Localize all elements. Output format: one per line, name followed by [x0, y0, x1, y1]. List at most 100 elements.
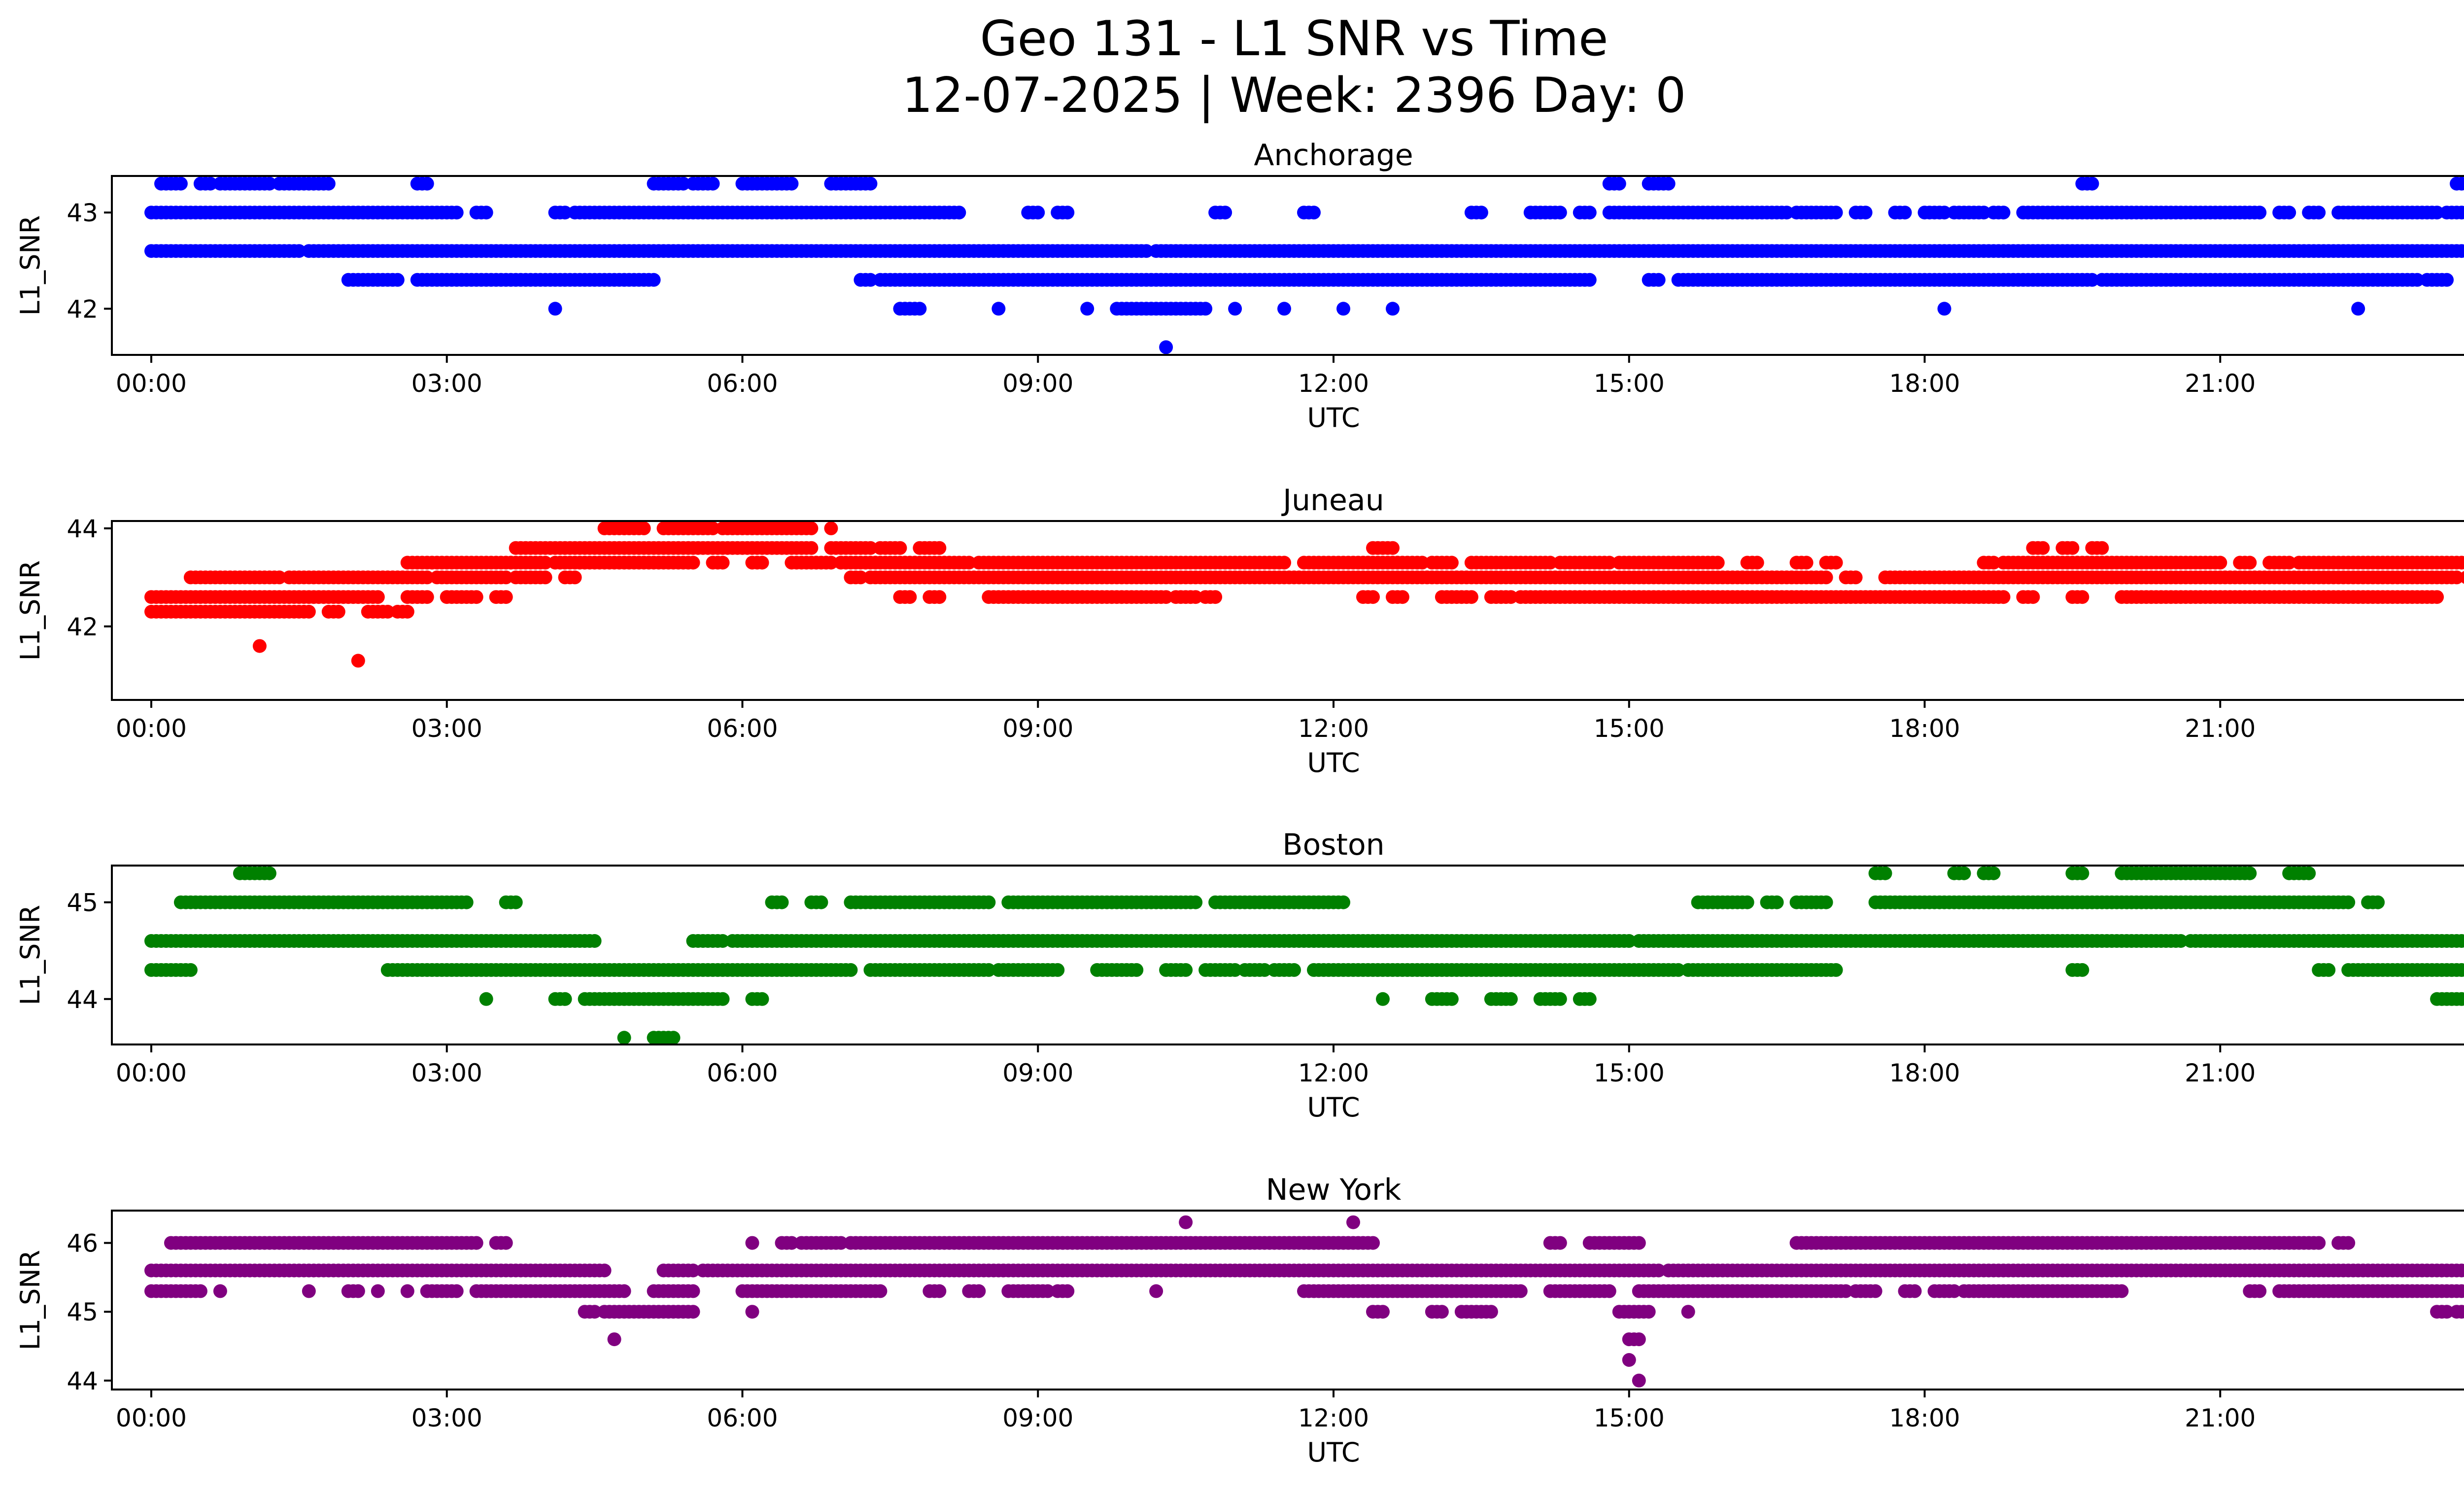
data-point	[1366, 590, 1380, 604]
data-point	[400, 1284, 414, 1298]
data-point	[351, 654, 365, 668]
data-point	[2460, 177, 2464, 190]
data-point	[2302, 866, 2316, 880]
x-tick-label: 03:00	[411, 714, 482, 743]
x-tick-label: 15:00	[1594, 369, 1665, 398]
x-tick-label: 12:00	[1298, 1059, 1369, 1087]
data-point	[1819, 570, 1833, 585]
data-point	[666, 1031, 681, 1045]
data-point	[932, 590, 947, 604]
data-point	[2322, 963, 2336, 977]
data-point	[1780, 206, 1794, 220]
data-point	[1642, 1305, 1656, 1319]
data-point	[1829, 556, 1843, 570]
data-point	[568, 570, 582, 585]
y-axis-label: L1_SNR	[15, 905, 46, 1006]
data-point	[2075, 590, 2089, 604]
data-points	[144, 866, 2464, 1045]
data-point	[1553, 992, 1567, 1006]
data-point	[863, 176, 878, 191]
data-point	[1277, 556, 1291, 570]
data-point	[686, 1284, 700, 1298]
x-tick-label: 00:00	[116, 369, 187, 398]
data-point	[1661, 176, 1676, 191]
subplot-title: Juneau	[1281, 483, 1384, 518]
x-tick-label: 06:00	[707, 1404, 778, 1432]
data-point	[617, 1031, 631, 1045]
data-point	[1415, 556, 1429, 570]
figure-title: Geo 131 - L1 SNR vs Time	[980, 11, 1608, 67]
data-point	[676, 176, 690, 191]
data-point	[538, 570, 552, 585]
data-point	[469, 590, 483, 604]
data-point	[2085, 273, 2099, 287]
data-point	[1386, 302, 1400, 316]
data-point	[1858, 206, 1873, 220]
x-tick-label: 00:00	[116, 1404, 187, 1432]
data-point	[824, 556, 838, 570]
data-point	[1277, 302, 1291, 316]
data-point	[1848, 570, 1863, 585]
data-point	[1937, 206, 1951, 220]
y-tick-label: 44	[67, 1367, 98, 1395]
data-point	[449, 1284, 464, 1298]
data-point	[1366, 1236, 1380, 1250]
data-point	[400, 605, 414, 619]
data-point	[1346, 1215, 1360, 1229]
data-point	[558, 206, 572, 220]
x-tick-label: 21:00	[2185, 714, 2256, 743]
x-tick-label: 18:00	[1889, 714, 1960, 743]
data-point	[2065, 541, 2080, 555]
data-point	[479, 206, 493, 220]
data-point	[420, 176, 434, 191]
data-point	[1799, 556, 1814, 570]
data-point	[1986, 556, 2001, 570]
data-point	[1582, 992, 1597, 1006]
y-tick-label: 42	[67, 295, 98, 323]
data-point	[321, 176, 336, 191]
data-point	[706, 521, 720, 535]
x-tick-label: 12:00	[1298, 369, 1369, 398]
data-point	[420, 590, 434, 604]
x-tick-label: 09:00	[1002, 714, 1073, 743]
data-point	[1336, 302, 1350, 316]
x-tick-label: 09:00	[1002, 1059, 1073, 1087]
data-point	[597, 1263, 612, 1278]
data-point	[479, 992, 493, 1006]
data-point	[1435, 1305, 1449, 1319]
data-point	[716, 556, 730, 570]
data-point	[499, 590, 513, 604]
data-point	[499, 1236, 513, 1250]
data-point	[706, 176, 720, 191]
x-tick-label: 03:00	[411, 1059, 482, 1087]
data-point	[1632, 1236, 1646, 1250]
x-tick-label: 15:00	[1594, 714, 1665, 743]
data-point	[2075, 963, 2089, 977]
x-tick-label: 06:00	[707, 1059, 778, 1087]
data-point	[2312, 206, 2326, 220]
data-point	[913, 302, 927, 316]
data-point	[509, 895, 523, 909]
data-point	[2341, 895, 2356, 909]
data-point	[1868, 1284, 1882, 1298]
x-tick-label: 15:00	[1594, 1404, 1665, 1432]
data-point	[2085, 176, 2099, 191]
data-point	[390, 273, 405, 287]
data-point	[558, 992, 572, 1006]
data-point	[2460, 206, 2464, 219]
subplot-title: Boston	[1282, 828, 1384, 862]
data-point	[647, 273, 661, 287]
y-tick-label: 45	[67, 889, 98, 917]
data-point	[785, 176, 799, 191]
y-axis-label: L1_SNR	[15, 560, 46, 661]
data-point	[1149, 1284, 1164, 1298]
data-point	[893, 541, 907, 555]
data-point	[2351, 302, 2365, 316]
data-point	[587, 934, 602, 948]
data-point	[863, 273, 878, 287]
data-point	[2410, 273, 2425, 287]
data-points	[144, 521, 2464, 668]
data-point	[844, 963, 858, 977]
data-point	[1179, 1215, 1193, 1229]
